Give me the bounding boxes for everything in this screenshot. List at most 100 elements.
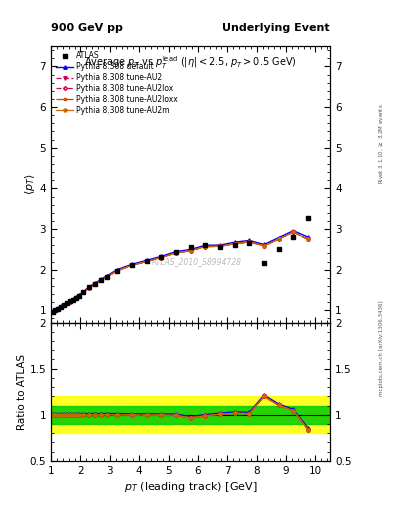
Pythia 8.308 tune-AU2lox — [276, 236, 281, 242]
Pythia 8.308 tune-AU2m — [62, 302, 67, 308]
Pythia 8.308 tune-AU2loxx — [291, 229, 296, 235]
Pythia 8.308 default — [247, 238, 252, 244]
Pythia 8.308 tune-AU2loxx — [115, 268, 119, 274]
ATLAS — [50, 309, 55, 315]
ATLAS — [115, 267, 119, 273]
Pythia 8.308 default — [306, 234, 310, 240]
ATLAS — [93, 281, 97, 287]
X-axis label: $p_T$ (leading track) [GeV]: $p_T$ (leading track) [GeV] — [124, 480, 257, 494]
ATLAS — [144, 258, 149, 264]
ATLAS — [99, 277, 103, 283]
ATLAS — [68, 298, 73, 305]
Text: Underlying Event: Underlying Event — [222, 23, 330, 33]
Line: ATLAS: ATLAS — [50, 216, 310, 314]
Pythia 8.308 tune-AU2 — [174, 250, 178, 256]
Pythia 8.308 tune-AU2loxx — [50, 309, 55, 315]
Pythia 8.308 tune-AU2m — [77, 293, 81, 299]
ATLAS — [53, 307, 58, 313]
Text: Rivet 3.1.10, $\geq$ 3.2M events: Rivet 3.1.10, $\geq$ 3.2M events — [377, 103, 385, 184]
Pythia 8.308 tune-AU2loxx — [159, 254, 163, 261]
Pythia 8.308 tune-AU2 — [306, 237, 310, 243]
Pythia 8.308 tune-AU2m — [144, 259, 149, 265]
ATLAS — [71, 296, 75, 303]
Pythia 8.308 tune-AU2m — [56, 306, 61, 312]
Pythia 8.308 tune-AU2lox — [291, 229, 296, 235]
Pythia 8.308 tune-AU2lox — [262, 243, 266, 249]
Text: 900 GeV pp: 900 GeV pp — [51, 23, 123, 33]
Pythia 8.308 default — [71, 296, 75, 302]
Pythia 8.308 default — [188, 246, 193, 252]
Pythia 8.308 tune-AU2 — [77, 293, 81, 299]
Pythia 8.308 tune-AU2lox — [144, 259, 149, 265]
Pythia 8.308 tune-AU2lox — [99, 278, 103, 284]
ATLAS — [81, 289, 86, 295]
Pythia 8.308 tune-AU2lox — [81, 289, 86, 295]
Pythia 8.308 tune-AU2m — [71, 296, 75, 303]
Line: Pythia 8.308 tune-AU2: Pythia 8.308 tune-AU2 — [51, 230, 310, 314]
Y-axis label: Ratio to ATLAS: Ratio to ATLAS — [17, 354, 27, 430]
Pythia 8.308 tune-AU2m — [262, 243, 266, 249]
Pythia 8.308 default — [87, 284, 92, 290]
Pythia 8.308 tune-AU2loxx — [87, 285, 92, 291]
Pythia 8.308 tune-AU2loxx — [105, 274, 109, 280]
Pythia 8.308 tune-AU2 — [115, 268, 119, 274]
Pythia 8.308 default — [53, 307, 58, 313]
Pythia 8.308 default — [262, 242, 266, 248]
Pythia 8.308 tune-AU2m — [115, 268, 119, 274]
Pythia 8.308 default — [77, 292, 81, 298]
Pythia 8.308 tune-AU2lox — [218, 243, 222, 249]
Pythia 8.308 tune-AU2 — [99, 278, 103, 284]
Pythia 8.308 tune-AU2m — [174, 250, 178, 256]
Pythia 8.308 default — [174, 248, 178, 254]
Pythia 8.308 tune-AU2m — [59, 304, 64, 310]
Pythia 8.308 tune-AU2 — [74, 294, 79, 301]
Pythia 8.308 tune-AU2 — [50, 309, 55, 315]
Pythia 8.308 tune-AU2lox — [174, 250, 178, 256]
ATLAS — [276, 246, 281, 252]
Pythia 8.308 tune-AU2m — [68, 298, 73, 305]
Pythia 8.308 tune-AU2loxx — [65, 301, 70, 307]
Pythia 8.308 tune-AU2lox — [74, 294, 79, 301]
Pythia 8.308 tune-AU2m — [159, 254, 163, 261]
Pythia 8.308 tune-AU2m — [247, 239, 252, 245]
Pythia 8.308 tune-AU2loxx — [218, 243, 222, 249]
Pythia 8.308 tune-AU2loxx — [74, 294, 79, 301]
Pythia 8.308 tune-AU2m — [276, 236, 281, 242]
Pythia 8.308 tune-AU2 — [65, 301, 70, 307]
Pythia 8.308 tune-AU2lox — [306, 237, 310, 243]
ATLAS — [174, 249, 178, 255]
Pythia 8.308 tune-AU2loxx — [68, 298, 73, 305]
ATLAS — [77, 293, 81, 299]
ATLAS — [203, 242, 208, 248]
Pythia 8.308 tune-AU2lox — [93, 281, 97, 287]
ATLAS — [291, 234, 296, 240]
Pythia 8.308 tune-AU2 — [144, 259, 149, 265]
ATLAS — [59, 304, 64, 310]
ATLAS — [105, 274, 109, 280]
Pythia 8.308 tune-AU2 — [56, 306, 61, 312]
Pythia 8.308 tune-AU2 — [247, 239, 252, 245]
ATLAS — [87, 284, 92, 290]
Pythia 8.308 tune-AU2m — [218, 243, 222, 249]
ATLAS — [62, 302, 67, 308]
Pythia 8.308 tune-AU2 — [218, 243, 222, 249]
Pythia 8.308 tune-AU2loxx — [59, 304, 64, 310]
Pythia 8.308 tune-AU2m — [291, 229, 296, 235]
Pythia 8.308 tune-AU2m — [53, 307, 58, 313]
Pythia 8.308 tune-AU2lox — [50, 309, 55, 315]
Pythia 8.308 default — [65, 300, 70, 306]
Pythia 8.308 tune-AU2m — [130, 262, 134, 268]
Pythia 8.308 tune-AU2 — [188, 248, 193, 254]
Pythia 8.308 tune-AU2loxx — [203, 244, 208, 250]
Line: Pythia 8.308 tune-AU2lox: Pythia 8.308 tune-AU2lox — [51, 231, 309, 313]
Pythia 8.308 default — [74, 294, 79, 300]
Legend: ATLAS, Pythia 8.308 default, Pythia 8.308 tune-AU2, Pythia 8.308 tune-AU2lox, Py: ATLAS, Pythia 8.308 default, Pythia 8.30… — [55, 50, 180, 117]
Pythia 8.308 tune-AU2m — [203, 244, 208, 250]
Pythia 8.308 tune-AU2m — [87, 285, 92, 291]
Pythia 8.308 default — [203, 242, 208, 248]
Line: Pythia 8.308 tune-AU2m: Pythia 8.308 tune-AU2m — [50, 230, 310, 314]
Pythia 8.308 tune-AU2 — [262, 243, 266, 249]
Pythia 8.308 tune-AU2lox — [105, 274, 109, 280]
Pythia 8.308 tune-AU2m — [188, 248, 193, 254]
Pythia 8.308 tune-AU2m — [65, 301, 70, 307]
